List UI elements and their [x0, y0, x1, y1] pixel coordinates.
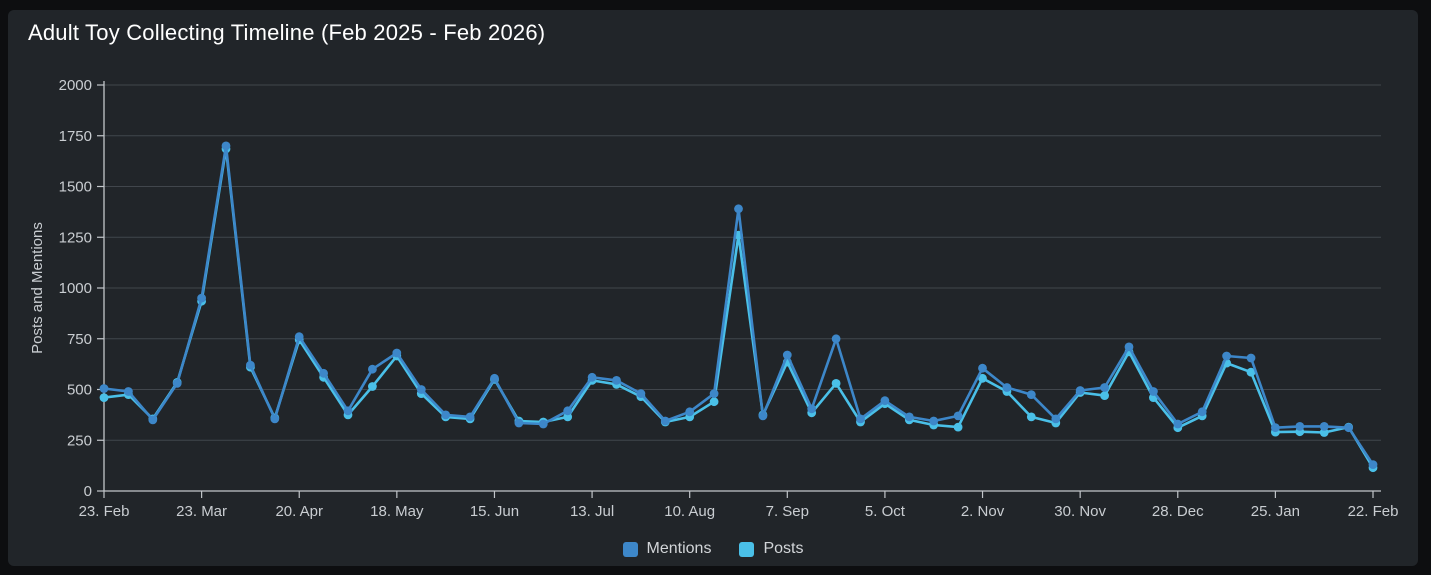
data-point-mentions — [782, 350, 792, 360]
data-point-mentions — [1319, 422, 1329, 431]
data-point-mentions — [246, 360, 255, 370]
legend-item-mentions[interactable]: Mentions — [622, 540, 712, 558]
chart-title: Adult Toy Collecting Timeline (Feb 2025 … — [28, 20, 546, 45]
y-tick-label: 1500 — [59, 179, 92, 196]
data-point-mentions — [1124, 342, 1134, 352]
x-tick-label: 15. Jun — [470, 503, 519, 520]
data-point-mentions — [953, 411, 963, 421]
series-line-posts — [102, 147, 1375, 470]
y-tick-label: 500 — [67, 382, 92, 399]
data-point-mentions — [709, 389, 719, 398]
data-point-mentions — [636, 389, 646, 398]
y-tick-label: 0 — [84, 483, 92, 500]
y-tick-label: 750 — [67, 331, 92, 348]
data-point-mentions — [1271, 423, 1280, 433]
data-point-mentions — [612, 376, 621, 385]
data-point-mentions — [148, 415, 158, 425]
data-point-posts — [1026, 412, 1036, 422]
x-tick-label: 28. Dec — [1152, 503, 1204, 520]
data-point-mentions — [1075, 386, 1085, 395]
y-tick-label: 1250 — [59, 229, 92, 246]
data-point-mentions — [1295, 422, 1305, 431]
data-point-mentions — [538, 419, 548, 429]
data-point-mentions — [563, 406, 573, 416]
data-point-posts — [953, 422, 963, 432]
data-point-posts — [978, 373, 987, 383]
data-point-mentions — [294, 332, 304, 342]
data-point-mentions — [1002, 383, 1012, 392]
data-point-mentions — [99, 384, 109, 393]
data-point-mentions — [734, 204, 743, 214]
data-point-mentions — [929, 416, 939, 426]
data-point-mentions — [1026, 390, 1036, 399]
data-point-mentions — [1197, 407, 1207, 417]
data-point-mentions — [856, 414, 865, 424]
data-point-mentions — [465, 412, 475, 422]
data-point-mentions — [758, 411, 768, 421]
data-point-mentions — [1051, 414, 1061, 424]
data-point-mentions — [1173, 419, 1183, 429]
data-point-mentions — [831, 334, 841, 344]
data-point-posts — [1246, 367, 1256, 377]
data-point-mentions — [270, 414, 280, 424]
x-tick-label: 25. Jan — [1251, 503, 1300, 520]
x-tick-label: 5. Oct — [865, 503, 906, 520]
series-line-mentions — [102, 144, 1375, 466]
legend-label-mentions: Mentions — [646, 540, 712, 557]
x-tick-label: 7. Sep — [766, 503, 809, 520]
y-axis-title: Posts and Mentions — [29, 222, 46, 354]
data-point-mentions — [343, 406, 353, 416]
data-point-mentions — [904, 412, 914, 422]
data-point-posts — [99, 393, 109, 402]
data-point-mentions — [1246, 353, 1256, 363]
x-tick-label: 22. Feb — [1348, 503, 1399, 520]
data-point-posts — [831, 379, 841, 388]
data-point-mentions — [1344, 423, 1353, 433]
data-point-mentions — [1222, 351, 1231, 361]
data-point-mentions — [123, 387, 133, 396]
data-point-mentions — [1149, 387, 1158, 396]
data-point-mentions — [490, 373, 499, 383]
legend-swatch-mentions — [622, 541, 638, 557]
legend-label-posts: Posts — [763, 540, 804, 557]
data-point-mentions — [1100, 383, 1109, 392]
data-point-mentions — [197, 293, 207, 303]
y-tick-label: 250 — [67, 432, 92, 449]
data-point-mentions — [172, 379, 182, 388]
y-tick-label: 1750 — [59, 128, 92, 145]
data-point-mentions — [978, 363, 987, 373]
data-point-mentions — [221, 141, 231, 151]
data-point-posts — [563, 412, 573, 422]
x-tick-label: 23. Mar — [176, 503, 227, 520]
data-point-mentions — [660, 416, 670, 426]
data-point-posts — [709, 397, 719, 407]
data-point-mentions — [416, 385, 426, 394]
x-tick-label: 10. Aug — [664, 503, 715, 520]
data-point-posts — [1319, 428, 1329, 437]
x-tick-label: 2. Nov — [961, 503, 1005, 520]
data-point-mentions — [514, 418, 524, 428]
x-tick-label: 23. Feb — [79, 503, 130, 520]
y-tick-label: 1000 — [59, 280, 92, 297]
data-point-mentions — [880, 396, 890, 406]
x-tick-label: 30. Nov — [1054, 503, 1106, 520]
data-point-mentions — [685, 407, 695, 417]
data-point-mentions — [807, 404, 817, 414]
data-point-mentions — [441, 410, 451, 420]
legend-swatch-posts — [739, 541, 755, 557]
data-point-mentions — [587, 372, 597, 382]
legend-item-posts[interactable]: Posts — [739, 540, 803, 558]
data-point-mentions — [319, 368, 328, 378]
x-tick-label: 18. May — [370, 503, 424, 520]
x-tick-label: 13. Jul — [570, 503, 614, 520]
data-point-mentions — [368, 364, 377, 374]
data-point-posts — [1100, 391, 1109, 400]
chart-legend: Mentions Posts — [8, 536, 1418, 562]
data-point-mentions — [1368, 460, 1378, 469]
data-point-mentions — [392, 348, 402, 358]
data-point-posts — [368, 382, 377, 391]
x-tick-label: 20. Apr — [275, 503, 323, 520]
y-tick-label: 2000 — [59, 77, 92, 94]
